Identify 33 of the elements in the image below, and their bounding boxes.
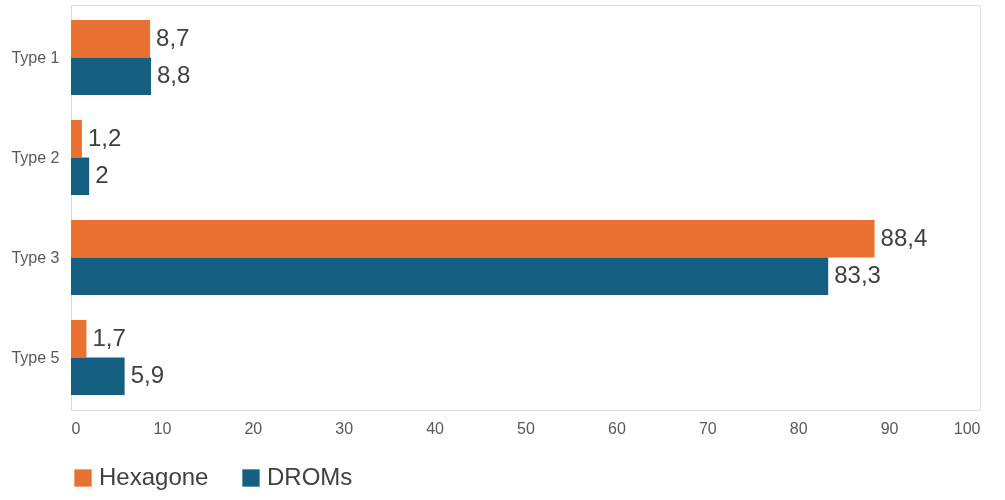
data-label: 88,4 [880, 223, 928, 251]
bar [71, 57, 151, 95]
bar [71, 157, 90, 195]
legend-label: Hexagone [99, 463, 209, 490]
x-tick-label: 50 [517, 419, 535, 437]
x-tick-label: 20 [244, 419, 263, 437]
data-label: 83,3 [834, 261, 881, 289]
bar [71, 357, 125, 395]
x-tick-label: 70 [698, 419, 717, 437]
x-tick-label: 80 [789, 419, 808, 437]
data-label: 5,9 [130, 361, 165, 389]
data-label: 8,7 [156, 23, 190, 51]
y-tick-label: Type 3 [11, 248, 60, 266]
x-tick-label: 10 [153, 419, 172, 437]
bar [71, 257, 829, 295]
x-tick-label: 100 [953, 419, 981, 437]
x-tick-label: 90 [880, 419, 899, 437]
data-label: 1,7 [92, 323, 126, 351]
y-tick-label: Type 1 [11, 48, 60, 66]
data-label: 1,2 [87, 123, 122, 151]
y-tick-label: Type 2 [11, 148, 60, 166]
bar [71, 320, 87, 358]
y-tick-label: Type 5 [11, 348, 60, 366]
x-tick-label: 60 [608, 419, 626, 437]
x-tick-label: 30 [335, 419, 354, 437]
data-label: 8,8 [156, 61, 191, 89]
legend-label: DROMs [267, 463, 353, 490]
x-tick-label: 0 [71, 419, 81, 437]
data-label: 2 [95, 161, 109, 189]
bar [71, 220, 875, 258]
bar [71, 120, 82, 158]
bar [71, 20, 151, 58]
x-tick-label: 40 [426, 419, 445, 437]
